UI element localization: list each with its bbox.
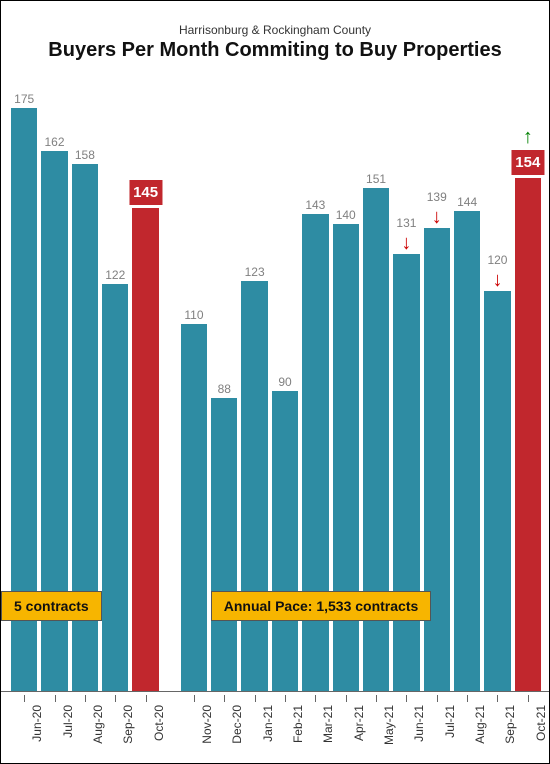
x-tick xyxy=(376,695,377,702)
bar-value: 139 xyxy=(427,190,447,204)
bar xyxy=(454,211,480,691)
x-tick xyxy=(315,695,316,702)
bar-value: 158 xyxy=(75,148,95,162)
x-label: Jan-21 xyxy=(261,705,275,742)
bar-value: 162 xyxy=(45,135,65,149)
x-label: Aug-20 xyxy=(91,705,105,744)
x-label: Aug-21 xyxy=(473,705,487,744)
x-tick xyxy=(55,695,56,702)
x-tick xyxy=(437,695,438,702)
bar-value-highlight: 145 xyxy=(129,180,162,205)
trend-arrow-down-icon: ↓ xyxy=(401,232,411,255)
x-tick xyxy=(194,695,195,702)
x-label: May-21 xyxy=(382,705,396,745)
x-label: Oct-21 xyxy=(534,705,548,741)
bar-value: 143 xyxy=(305,198,325,212)
x-tick xyxy=(497,695,498,702)
bar xyxy=(102,284,128,691)
x-tick xyxy=(224,695,225,702)
x-tick xyxy=(528,695,529,702)
bar xyxy=(272,391,298,691)
chart-header: Harrisonburg & Rockingham County Buyers … xyxy=(1,1,549,62)
chart-title: Buyers Per Month Commiting to Buy Proper… xyxy=(1,39,549,62)
chart-subtitle: Harrisonburg & Rockingham County xyxy=(1,23,549,37)
annual-pace-banner-right: Annual Pace: 1,533 contracts xyxy=(211,591,432,621)
x-label: Nov-20 xyxy=(200,705,214,744)
x-tick xyxy=(85,695,86,702)
bar xyxy=(241,281,267,691)
trend-arrow-up-icon: ↑ xyxy=(523,126,533,149)
trend-arrow-down-icon: ↓ xyxy=(432,206,442,229)
bar-value: 122 xyxy=(105,268,125,282)
bar-value: 110 xyxy=(184,308,203,322)
x-tick xyxy=(146,695,147,702)
x-label: Apr-21 xyxy=(352,705,366,741)
bar-value: 175 xyxy=(14,92,34,106)
chart-frame: Harrisonburg & Rockingham County Buyers … xyxy=(0,0,550,764)
bar xyxy=(393,254,419,691)
bar xyxy=(181,324,207,691)
x-label: Mar-21 xyxy=(321,705,335,743)
trend-arrow-down-icon: ↓ xyxy=(492,269,502,292)
x-label: Sep-20 xyxy=(121,705,135,744)
bar xyxy=(333,224,359,691)
bar-value: 88 xyxy=(218,382,231,396)
annual-pace-banner-left: 5 contracts xyxy=(1,591,102,621)
bar xyxy=(515,178,541,691)
x-axis: Jun-20 Jul-20 Aug-20 Sep-20 Oct-20 Nov-20 Dec-… xyxy=(1,691,550,764)
x-tick xyxy=(115,695,116,702)
x-label: Sep-21 xyxy=(503,705,517,744)
x-tick xyxy=(346,695,347,702)
bar-value: 140 xyxy=(336,208,356,222)
x-label: Dec-20 xyxy=(230,705,244,744)
bar-value: 144 xyxy=(457,195,477,209)
x-label: Jul-21 xyxy=(443,705,457,738)
bar-value: 131 xyxy=(396,216,416,230)
bar-value: 123 xyxy=(245,265,265,279)
bar xyxy=(424,228,450,691)
x-label: Jul-20 xyxy=(61,705,75,738)
x-tick xyxy=(406,695,407,702)
x-tick xyxy=(255,695,256,702)
x-label: Jun-20 xyxy=(30,705,44,742)
bar xyxy=(211,398,237,691)
x-tick xyxy=(467,695,468,702)
bar-value-highlight: 154 xyxy=(511,150,544,175)
x-tick xyxy=(285,695,286,702)
x-label: Feb-21 xyxy=(291,705,305,743)
x-label: Oct-20 xyxy=(152,705,166,741)
x-tick xyxy=(24,695,25,702)
bar-value: 151 xyxy=(366,172,386,186)
x-label: Jun-21 xyxy=(412,705,426,742)
bar-value: 120 xyxy=(487,253,507,267)
bar-value: 90 xyxy=(278,375,291,389)
bar xyxy=(484,291,510,691)
bar xyxy=(132,208,158,691)
